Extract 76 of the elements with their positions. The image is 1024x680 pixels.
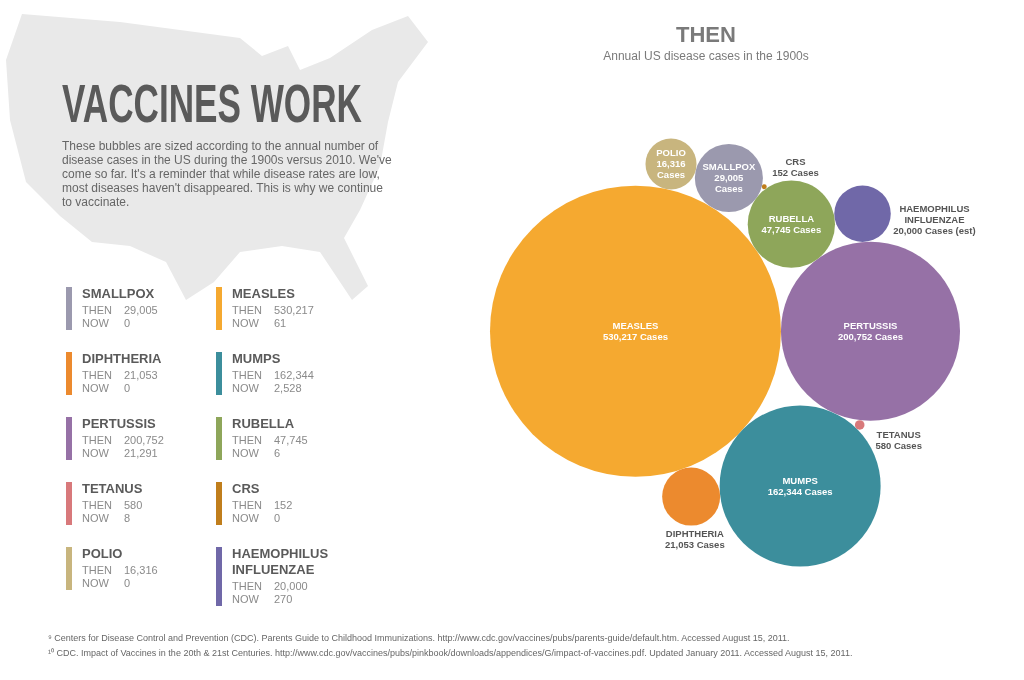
text: These bubbles are sized according to the annual number of disease cases in the US during the 1900s versus 2010. We've come so far. It's a reminder that while disease rates are low, most diseases haven't disappeared. This is why we continue to vaccinate. [62, 139, 392, 209]
category-label: RUBELLA [232, 416, 295, 431]
text: NOW [82, 447, 109, 459]
data-label: 20,000 Cases (est) [893, 224, 976, 236]
category-label: DIPHTHERIA [665, 528, 724, 540]
data-label: 152 [274, 499, 293, 511]
data-label: 0 [124, 382, 131, 394]
text: Annual US disease cases in the 1900s [603, 49, 809, 63]
category-label: HAEMOPHILUS INFLUENZAE [899, 202, 970, 225]
category-label: HAEMOPHILUS INFLUENZAE [232, 546, 329, 577]
data-label: 270 [274, 593, 293, 605]
category-label: SMALLPOX [82, 286, 155, 301]
text: THEN [82, 499, 112, 511]
text: THEN [82, 304, 112, 316]
data-label: 530,217 Cases [602, 331, 668, 343]
data-label: 29,005 Cases [714, 172, 745, 195]
category-label: TETANUS [876, 428, 921, 440]
data-label: 47,745 [274, 434, 308, 446]
data-label: 20,000 [274, 580, 308, 592]
text: NOW [232, 317, 259, 329]
text: THEN [82, 369, 112, 381]
text: NOW [232, 447, 259, 459]
text: THEN [232, 434, 262, 446]
text: NOW [232, 512, 259, 524]
data-label: 21,291 [124, 447, 158, 459]
data-label: 0 [124, 577, 131, 589]
data-label: 200,752 [124, 434, 164, 446]
data-label: 29,005 [124, 304, 158, 316]
category-label: MUMPS [232, 351, 281, 366]
text: NOW [82, 382, 109, 394]
text: ⁹ Centers for Disease Control and Prevention (CDC). Parents Guide to Childhood Immunizations. http://www.cdc.gov/vaccines/pubs/parents-guide/default.htm. Accessed August 15, 2011. [48, 633, 790, 643]
category-label: RUBELLA [768, 212, 815, 224]
text: NOW [82, 512, 109, 524]
data-label: 21,053 [124, 369, 158, 381]
category-label: MEASLES [232, 286, 296, 301]
data-label: 16,316 Cases [656, 158, 686, 181]
data-label: 61 [274, 317, 287, 329]
text: THEN [232, 499, 262, 511]
category-label: CRS [232, 481, 260, 496]
data-label: 162,344 Cases [767, 485, 833, 497]
data-label: 0 [274, 512, 281, 524]
data-label: 16,316 [124, 564, 158, 576]
data-label: 580 [124, 499, 143, 511]
data-label: 47,745 Cases [761, 223, 822, 235]
data-label: 580 Cases [875, 439, 922, 451]
data-label: 8 [124, 512, 131, 524]
text: NOW [82, 317, 110, 329]
category-label: DIPHTHERIA [82, 351, 163, 366]
category-label: PERTUSSIS [82, 416, 157, 431]
category-label: POLIO [82, 546, 123, 561]
text: NOW [232, 382, 259, 394]
text: ¹⁰ CDC. Impact of Vaccines in the 20th & 21st Centuries. http://www.cdc.gov/vaccines/pubs/pinkbook/downloads/appendices/G/impact-of-vaccines.pdf. Updated January 2011. Accessed August 15, 2011. [48, 648, 853, 658]
data-label: 162,344 [274, 369, 314, 381]
category-label: MUMPS [782, 474, 818, 486]
data-label: 200,752 Cases [837, 331, 903, 343]
text: THEN [232, 304, 262, 316]
text: NOW [82, 577, 109, 589]
text: THEN [232, 580, 262, 592]
data-label: 6 [274, 447, 281, 459]
text: VACCINES WORK [62, 73, 363, 134]
category-label: SMALLPOX [702, 161, 756, 173]
category-label: POLIO [656, 147, 686, 159]
text: THEN [232, 369, 262, 381]
text: THEN [676, 22, 736, 47]
category-label: MEASLES [612, 320, 659, 332]
data-label: 2,528 [274, 382, 302, 394]
text: THEN [82, 434, 112, 446]
category-label: PERTUSSIS [843, 320, 898, 332]
category-label: CRS [785, 156, 806, 168]
text: THEN [82, 564, 112, 576]
data-label: 152 Cases [772, 167, 819, 179]
data-label: 530,217 [274, 304, 314, 316]
text: NOW [232, 593, 259, 605]
data-label: 0 [124, 317, 131, 329]
category-label: TETANUS [82, 481, 143, 496]
data-label: 21,053 Cases [664, 539, 725, 551]
